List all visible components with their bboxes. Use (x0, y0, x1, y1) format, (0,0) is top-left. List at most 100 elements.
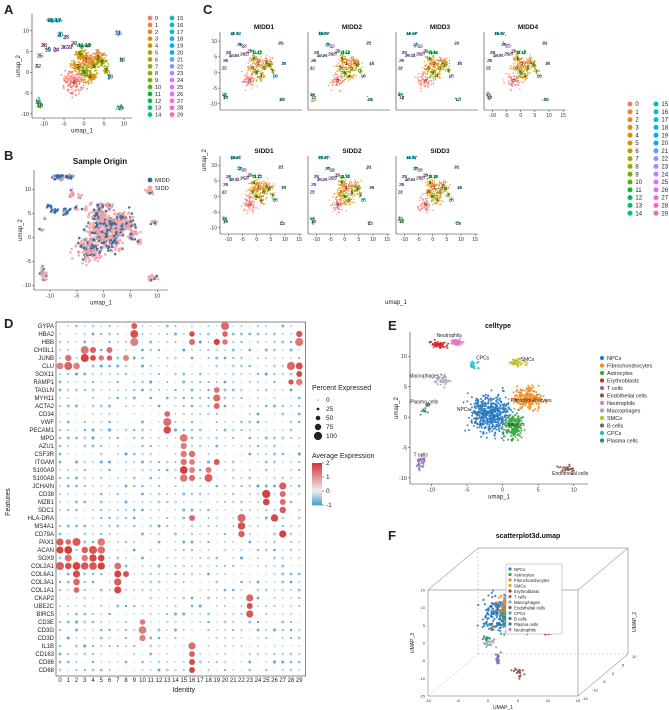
facet-point (318, 32, 321, 35)
facet-point (252, 50, 254, 52)
origin-point (123, 210, 126, 214)
origin-point (100, 214, 104, 218)
legend-swatch (169, 15, 175, 21)
facet-point (347, 185, 350, 187)
facet-point (513, 59, 516, 61)
origin-point (54, 177, 57, 181)
cluster-label: 1 (433, 61, 436, 67)
umap-point (94, 67, 97, 69)
facet-point (255, 72, 257, 74)
facet-point (344, 52, 346, 54)
umap-point (64, 37, 66, 40)
origin-point (126, 235, 130, 238)
origin-point (136, 240, 140, 243)
b-y-tick-label: -10 (23, 283, 31, 289)
facet-point (357, 64, 359, 67)
c-facet-x-tick-label: -10 (225, 237, 232, 243)
facet-point (257, 53, 260, 55)
facet-point (338, 89, 341, 92)
facet-point (432, 59, 434, 61)
cluster-label: 5 (429, 56, 432, 62)
facet-point (336, 64, 338, 66)
origin-point (103, 226, 107, 229)
umap-point (74, 94, 77, 96)
cluster-label: 12 (257, 50, 263, 56)
origin-point (122, 213, 126, 217)
facet-point (330, 46, 333, 48)
facet-point (508, 81, 510, 84)
cluster-label: 21 (366, 41, 372, 47)
facet-point (252, 71, 255, 73)
facet-point (448, 65, 451, 68)
origin-point (88, 222, 92, 225)
facet-point (369, 41, 372, 43)
origin-point (86, 241, 89, 244)
legend-label: 1 (155, 23, 158, 29)
origin-point (98, 251, 101, 255)
umap-point (35, 64, 38, 67)
origin-point (80, 193, 84, 197)
origin-point (86, 251, 90, 254)
facet-point (523, 69, 526, 71)
facet-point (343, 68, 345, 71)
facet-point (336, 76, 339, 78)
umap-point (87, 65, 90, 67)
facet-point (244, 198, 246, 200)
origin-point (112, 234, 116, 238)
facet-point (262, 66, 265, 68)
facet-point (328, 52, 331, 54)
origin-point (82, 238, 85, 242)
umap-point (78, 67, 81, 70)
umap-point (84, 74, 87, 76)
facet-point (341, 63, 343, 65)
facet-point (256, 56, 258, 58)
facet-point (266, 64, 268, 67)
facet-point (347, 80, 350, 82)
legend-label: 28 (177, 106, 183, 112)
cluster-label: 10 (223, 95, 229, 101)
facet-point (338, 199, 340, 201)
legend-swatch (169, 70, 175, 76)
facet-point (533, 60, 536, 62)
facet-point (250, 59, 253, 61)
facet-point (331, 202, 334, 205)
facet-point (519, 88, 521, 90)
origin-point (77, 254, 81, 257)
facet-point (344, 56, 346, 58)
umap-point (96, 57, 99, 60)
facet-point (236, 32, 239, 35)
facet-point (264, 65, 266, 68)
origin-point (98, 256, 102, 260)
facet-point (417, 73, 420, 75)
cluster-label: 13 (280, 221, 286, 227)
facet-point (512, 68, 514, 70)
umap-point (53, 18, 56, 20)
umap-point (103, 57, 106, 59)
facet-point (421, 67, 424, 69)
facet-point (359, 186, 361, 189)
origin-point (38, 272, 42, 275)
umap-point (95, 59, 97, 62)
facet-point (259, 59, 261, 61)
facet-point (334, 207, 336, 209)
facet-point (252, 51, 255, 53)
umap-point (93, 53, 96, 55)
cluster-label: 9 (343, 70, 346, 76)
origin-point (122, 226, 126, 230)
cluster-label: 27 (244, 52, 250, 58)
facet-point (253, 70, 256, 72)
origin-point (80, 239, 83, 243)
facet-point (359, 188, 361, 191)
facet-point (249, 65, 251, 67)
facet-point (343, 74, 346, 77)
facet-point (251, 63, 253, 66)
origin-point (101, 205, 104, 209)
facet-point (251, 71, 253, 73)
origin-point (106, 202, 110, 205)
umap-point (68, 70, 70, 73)
facet-point (245, 85, 247, 87)
facet-point (348, 51, 350, 54)
origin-point (71, 257, 74, 260)
umap-point (39, 104, 42, 107)
origin-point (41, 278, 44, 281)
